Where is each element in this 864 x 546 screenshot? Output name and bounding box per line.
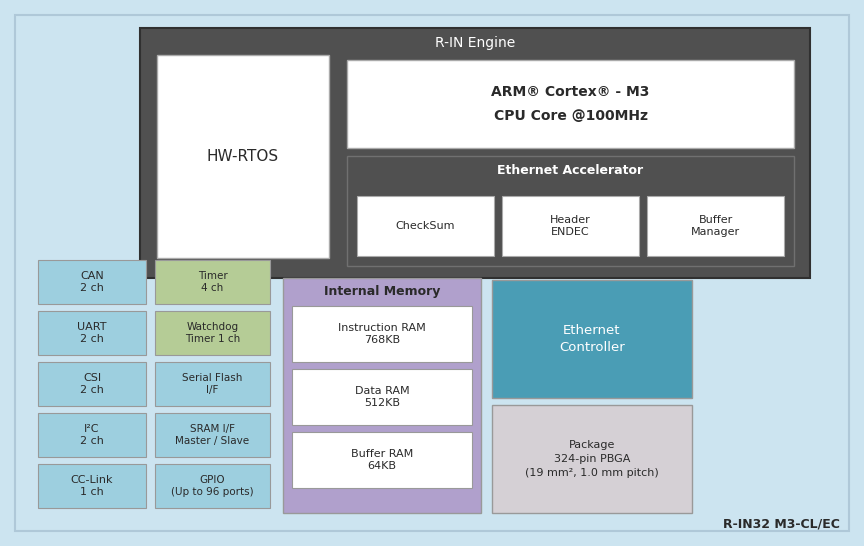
Text: UART
2 ch: UART 2 ch [77, 322, 107, 345]
Text: Serial Flash
I/F: Serial Flash I/F [182, 372, 243, 395]
FancyBboxPatch shape [292, 432, 472, 488]
Text: Buffer
Manager: Buffer Manager [691, 215, 740, 238]
Text: Ethernet
Controller: Ethernet Controller [559, 324, 625, 354]
FancyBboxPatch shape [38, 413, 146, 457]
Text: I²C
2 ch: I²C 2 ch [80, 424, 104, 447]
Text: HW-RTOS: HW-RTOS [207, 149, 279, 164]
Text: R-IN32 M3-CL/EC: R-IN32 M3-CL/EC [723, 518, 840, 531]
Text: SRAM I/F
Master / Slave: SRAM I/F Master / Slave [175, 424, 250, 447]
FancyBboxPatch shape [155, 260, 270, 304]
Text: Data RAM
512KB: Data RAM 512KB [355, 385, 410, 408]
Text: CheckSum: CheckSum [396, 221, 455, 231]
FancyBboxPatch shape [292, 369, 472, 425]
Text: CPU Core @100MHz: CPU Core @100MHz [493, 109, 647, 123]
Text: Internal Memory: Internal Memory [324, 284, 440, 298]
FancyBboxPatch shape [155, 362, 270, 406]
FancyBboxPatch shape [347, 60, 794, 148]
FancyBboxPatch shape [347, 156, 794, 266]
FancyBboxPatch shape [15, 15, 849, 531]
Text: Timer
4 ch: Timer 4 ch [198, 271, 227, 293]
Text: ARM® Cortex® - M3: ARM® Cortex® - M3 [492, 85, 650, 99]
FancyBboxPatch shape [283, 278, 481, 513]
FancyBboxPatch shape [157, 55, 329, 258]
FancyBboxPatch shape [155, 413, 270, 457]
FancyBboxPatch shape [647, 196, 784, 256]
FancyBboxPatch shape [155, 464, 270, 508]
Text: Header
ENDEC: Header ENDEC [550, 215, 591, 238]
Text: Watchdog
Timer 1 ch: Watchdog Timer 1 ch [185, 322, 240, 345]
Text: Buffer RAM
64KB: Buffer RAM 64KB [351, 449, 413, 471]
FancyBboxPatch shape [492, 280, 692, 398]
Text: CC-Link
1 ch: CC-Link 1 ch [71, 474, 113, 497]
Text: Instruction RAM
768KB: Instruction RAM 768KB [338, 323, 426, 346]
FancyBboxPatch shape [38, 362, 146, 406]
FancyBboxPatch shape [155, 311, 270, 355]
Text: GPIO
(Up to 96 ports): GPIO (Up to 96 ports) [171, 474, 254, 497]
FancyBboxPatch shape [502, 196, 639, 256]
FancyBboxPatch shape [140, 28, 810, 278]
Text: Package
324-pin PBGA
(19 mm², 1.0 mm pitch): Package 324-pin PBGA (19 mm², 1.0 mm pit… [525, 440, 659, 478]
Text: CAN
2 ch: CAN 2 ch [80, 271, 104, 293]
FancyBboxPatch shape [38, 260, 146, 304]
FancyBboxPatch shape [38, 464, 146, 508]
Text: Ethernet Accelerator: Ethernet Accelerator [498, 163, 644, 176]
Text: CSI
2 ch: CSI 2 ch [80, 372, 104, 395]
FancyBboxPatch shape [292, 306, 472, 362]
Text: R-IN Engine: R-IN Engine [435, 36, 515, 50]
FancyBboxPatch shape [38, 311, 146, 355]
FancyBboxPatch shape [492, 405, 692, 513]
FancyBboxPatch shape [357, 196, 494, 256]
